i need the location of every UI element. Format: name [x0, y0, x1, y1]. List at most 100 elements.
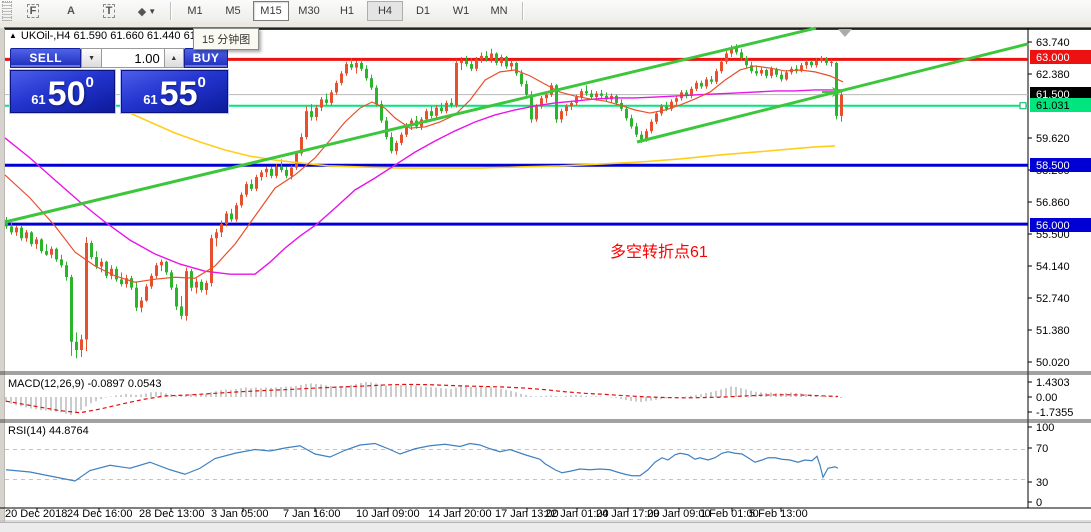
- collapse-icon[interactable]: ▲: [9, 31, 17, 40]
- grid-f-tool-icon[interactable]: F: [15, 1, 51, 21]
- candle-body: [520, 73, 523, 85]
- sell-price-sup: 0: [85, 74, 94, 91]
- volume-decrease-button[interactable]: ▼: [81, 48, 102, 68]
- sell-button[interactable]: SELL: [10, 48, 82, 68]
- timeframe-button-w1[interactable]: W1: [452, 5, 470, 17]
- time-axis-label: 24 Jan 17:00: [596, 508, 660, 520]
- shapes-tool-button[interactable]: ◆ ▼: [129, 1, 165, 21]
- timeframe-button-h4[interactable]: H4: [367, 1, 403, 21]
- timeframe-button-m1[interactable]: M1: [187, 5, 203, 17]
- candle-body: [145, 286, 148, 301]
- price-badge: [1030, 158, 1091, 172]
- rsi-line: [5, 442, 839, 482]
- symbol-period-label: UKOil-,H4: [20, 30, 71, 42]
- candle-body: [290, 167, 293, 176]
- price-tick-label: 63.740: [1036, 37, 1070, 49]
- candle-body: [695, 82, 698, 89]
- ma-slow-yellow: [127, 111, 836, 169]
- window-band: [0, 22, 1091, 30]
- candle-body: [560, 111, 563, 120]
- price-tick-label: 50.020: [1036, 357, 1070, 369]
- candle-body: [775, 68, 778, 75]
- time-axis-label: 29 Jan 09:00: [647, 508, 711, 520]
- candle-body: [495, 53, 498, 63]
- text-label-icon: T: [102, 4, 116, 18]
- candle-body: [580, 91, 583, 98]
- timeframe-button-d1[interactable]: D1: [415, 5, 431, 17]
- candle-body: [100, 261, 103, 267]
- candle-body: [760, 69, 763, 74]
- macd-label: MACD(12,26,9) -0.0897 0.0543: [8, 378, 162, 390]
- timeframe-button-mn[interactable]: MN: [490, 5, 508, 17]
- candle-body: [780, 74, 783, 80]
- candle-body: [135, 287, 138, 308]
- candle-body: [60, 259, 63, 266]
- candle-body: [525, 84, 528, 95]
- trend-arrow-icon: [822, 87, 842, 97]
- toolbar-drag-handle[interactable]: [2, 1, 12, 21]
- chart-shift-icon: [838, 29, 852, 37]
- timeframe-button-m30[interactable]: M30: [298, 5, 320, 17]
- candle-body: [380, 104, 383, 121]
- ma-fast-red: [4, 65, 844, 283]
- price-badge-label: 61.031: [1036, 100, 1070, 112]
- candle-body: [435, 107, 438, 116]
- candle-body: [410, 120, 413, 126]
- volume-input[interactable]: [101, 48, 164, 68]
- volume-increase-button[interactable]: ▲: [163, 48, 184, 68]
- candle-body: [285, 169, 288, 176]
- time-axis-label: 10 Jan 09:00: [356, 508, 420, 520]
- candle-body: [605, 95, 608, 100]
- candle-body: [395, 142, 398, 152]
- time-axis-label: 1 Feb 01:00: [700, 508, 759, 520]
- buy-button[interactable]: BUY: [183, 48, 228, 68]
- price-tick-label: 62.380: [1036, 69, 1070, 81]
- candle-body: [365, 68, 368, 79]
- toolbar-separator: [522, 2, 524, 20]
- timeframe-button-h1[interactable]: H1: [339, 5, 355, 17]
- candle-body: [645, 131, 648, 140]
- text-a-tool-button[interactable]: A: [67, 5, 75, 17]
- candle-body: [540, 98, 543, 107]
- candle-body: [245, 184, 248, 195]
- candle-body: [25, 232, 28, 239]
- candle-body: [55, 248, 58, 260]
- candle-body: [570, 102, 573, 107]
- timeframe-button-m15[interactable]: M15: [253, 1, 289, 21]
- toolbar-separator: [170, 2, 172, 20]
- candle-body: [310, 111, 313, 118]
- candle-body: [50, 248, 53, 255]
- candle-body: [195, 281, 198, 288]
- trendline-1: [4, 26, 817, 224]
- candle-body: [545, 94, 548, 99]
- candle-body: [130, 278, 133, 288]
- macd-axis-label: -1.7355: [1036, 407, 1073, 419]
- candle-body: [80, 339, 83, 350]
- candle-body: [270, 168, 273, 176]
- candle-body: [75, 341, 78, 350]
- candle-body: [510, 62, 513, 67]
- candle-body: [515, 62, 518, 74]
- candle-body: [595, 93, 598, 98]
- price-badge: [1030, 50, 1091, 64]
- candle-body: [255, 177, 258, 189]
- candle-body: [150, 275, 153, 287]
- price-tick-label: 52.740: [1036, 293, 1070, 305]
- text-label-tool-button[interactable]: T: [91, 1, 127, 21]
- candle-body: [115, 268, 118, 280]
- sell-price-box[interactable]: 61 50 0: [8, 69, 117, 114]
- buy-price-box[interactable]: 61 55 0: [120, 69, 229, 114]
- price-badge-label: 63.000: [1036, 52, 1070, 64]
- candle-body: [565, 106, 568, 112]
- grid-f-icon: F: [26, 4, 40, 18]
- candle-body: [335, 82, 338, 93]
- candle-body: [400, 134, 403, 143]
- candle-body: [810, 61, 813, 66]
- timeframe-button-m5[interactable]: M5: [225, 5, 241, 17]
- buy-price-prefix: 61: [143, 92, 158, 107]
- candle-body: [295, 153, 298, 168]
- candle-body: [275, 166, 278, 176]
- price-badge-label: 58.500: [1036, 160, 1070, 172]
- candle-body: [730, 47, 733, 54]
